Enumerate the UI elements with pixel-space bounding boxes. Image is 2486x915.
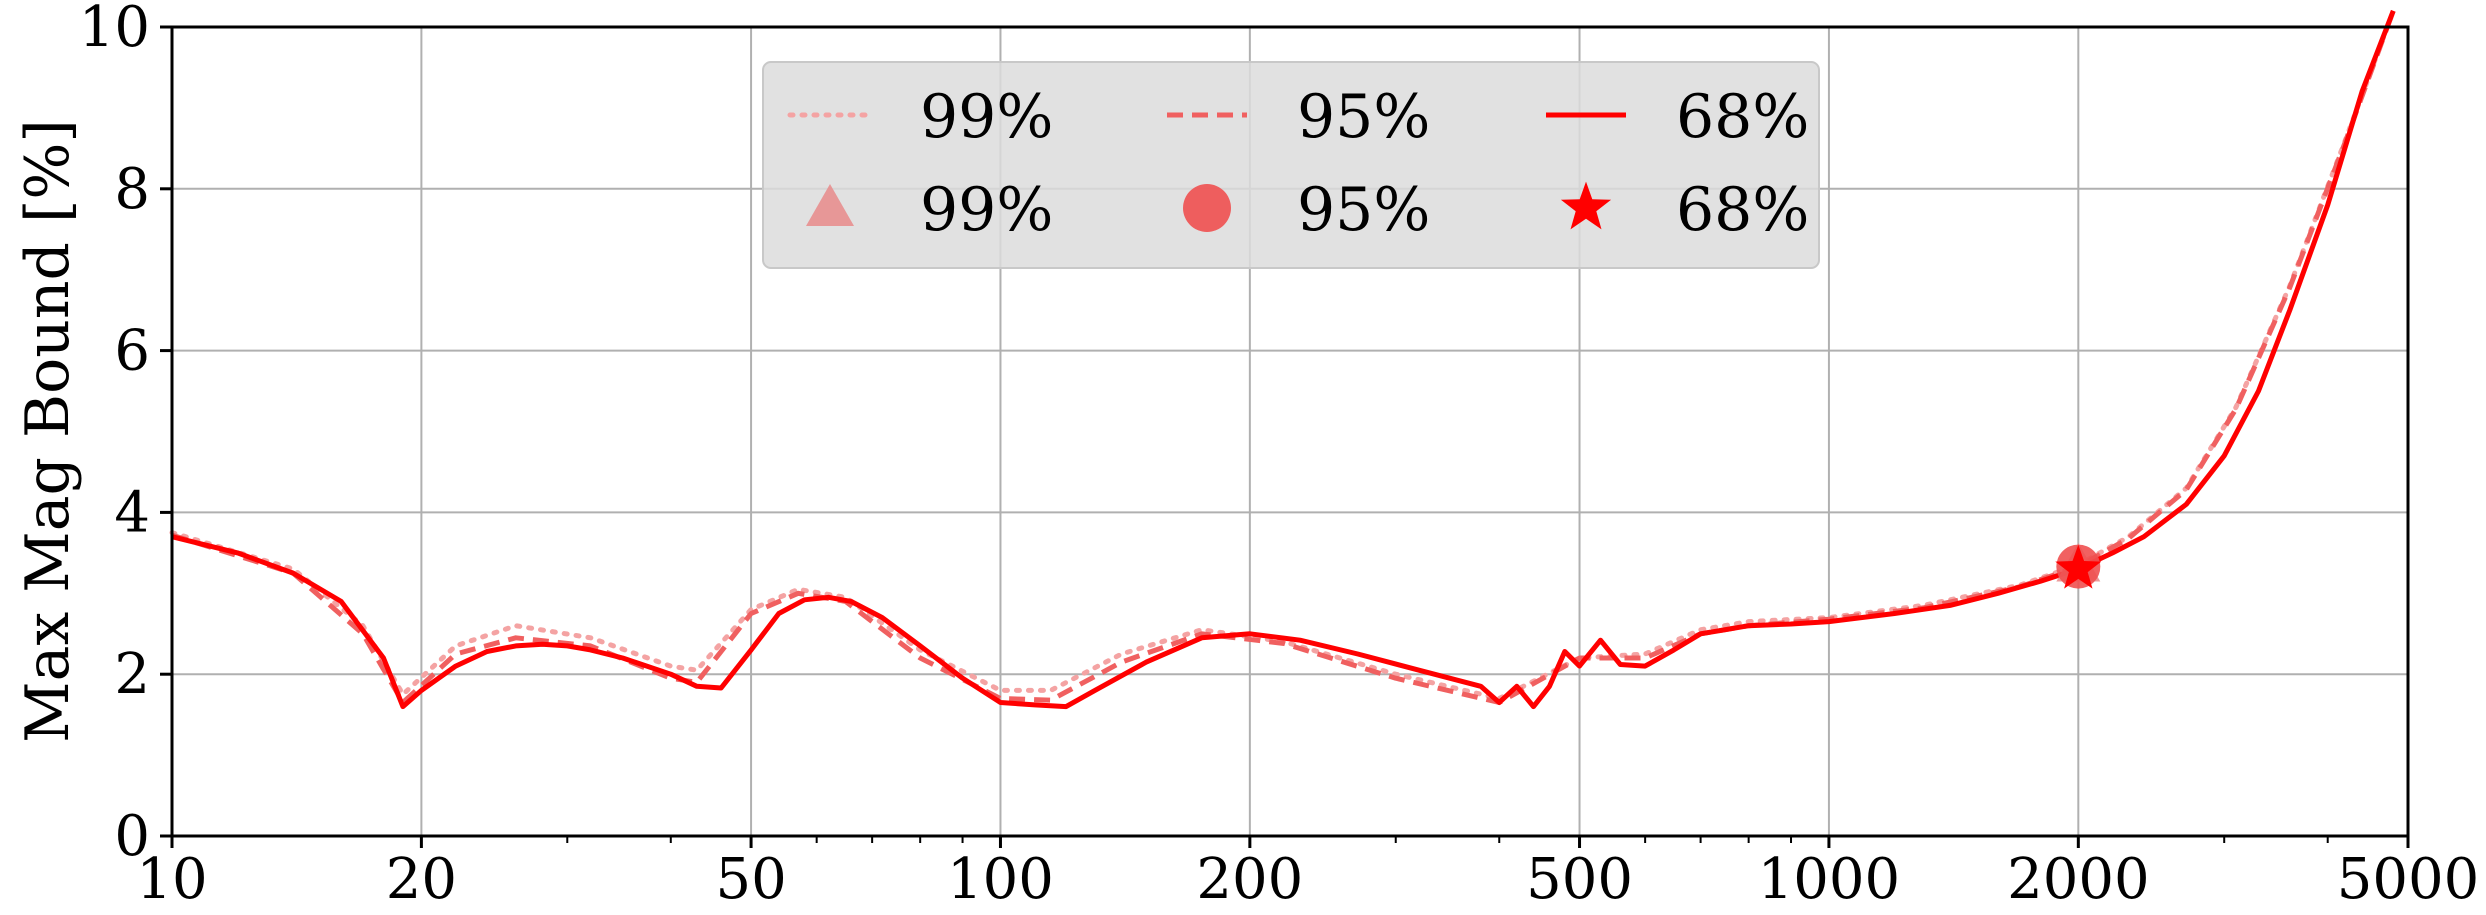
x-tick-label: 1000	[1758, 847, 1901, 910]
series-layer	[169, 8, 2396, 710]
legend: 99% 95% 68% 99% 95% 68%	[762, 61, 1820, 269]
y-tick-label: 6	[114, 319, 150, 384]
x-tick-label: 500	[1526, 847, 1633, 910]
y-tick-label: 0	[114, 804, 150, 869]
series-line-68pct	[171, 9, 2396, 710]
x-tick-label: 20	[386, 847, 457, 910]
legend-label: 68%	[1676, 175, 1809, 245]
legend-label: 95%	[1297, 175, 1430, 245]
x-tick-label: 200	[1196, 847, 1303, 910]
y-tick-label: 4	[114, 480, 150, 545]
y-tick-label: 8	[114, 157, 150, 222]
y-tick-label: 10	[79, 0, 150, 60]
y-tick-label: 2	[114, 642, 150, 707]
legend-label: 99%	[920, 82, 1053, 152]
x-tick-label: 5000	[2337, 847, 2480, 910]
legend-marker-triangle	[806, 184, 854, 226]
legend-marker-circle	[1183, 184, 1231, 232]
x-tick-label: 10	[136, 847, 207, 910]
x-tick-label: 100	[947, 847, 1054, 910]
legend-marker-star	[1560, 181, 1612, 230]
legend-label: 95%	[1297, 82, 1430, 152]
y-axis-label: Max Mag Bound [%]	[13, 119, 83, 743]
ticks: 10 20 50 100 200 500 1000 2000 5000 0 2 4 6 8 10	[79, 0, 2480, 912]
legend-label: 99%	[920, 175, 1053, 245]
marker-star	[2055, 544, 2102, 589]
marker-layer	[2055, 542, 2102, 589]
plot-frame	[170, 25, 2410, 838]
x-tick-label: 2000	[2007, 847, 2150, 910]
legend-label: 68%	[1676, 82, 1809, 152]
x-tick-label: 50	[715, 847, 786, 910]
